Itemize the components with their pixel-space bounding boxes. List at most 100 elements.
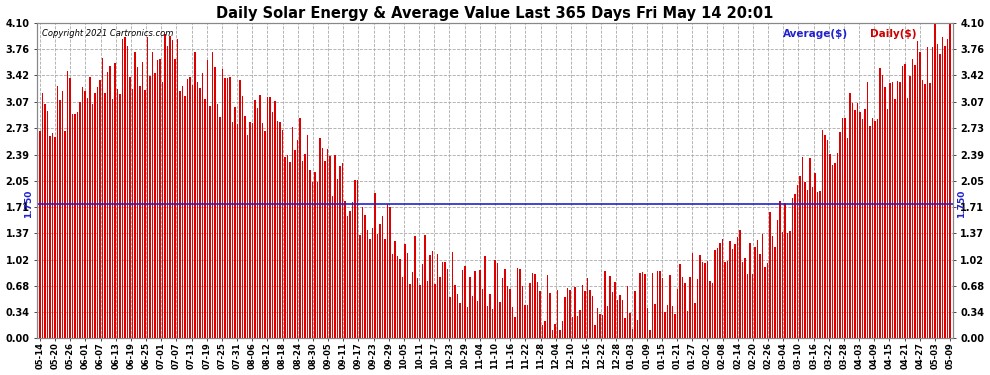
Bar [594,325,596,338]
Bar [504,270,506,338]
Bar [772,237,773,338]
Bar [767,263,768,338]
Bar [492,309,493,338]
Bar [944,46,945,338]
Bar [87,98,88,338]
Bar [289,162,291,338]
Bar [432,251,434,338]
Bar [392,254,393,338]
Bar [879,68,881,338]
Bar [810,158,811,338]
Bar [635,291,636,338]
Bar [397,256,398,338]
Bar [249,122,250,338]
Bar [779,201,781,338]
Bar [807,190,808,338]
Bar [925,84,926,338]
Bar [194,52,196,338]
Bar [247,135,248,338]
Bar [76,112,78,338]
Bar [802,157,803,338]
Bar [79,102,80,338]
Bar [114,63,116,338]
Bar [797,185,798,338]
Bar [912,59,914,338]
Bar [119,94,121,338]
Bar [176,39,178,338]
Bar [815,173,816,338]
Bar [620,295,621,338]
Bar [612,292,613,338]
Bar [735,244,736,338]
Bar [81,87,83,338]
Bar [142,62,143,338]
Bar [930,83,931,338]
Bar [546,275,548,338]
Bar [197,82,198,338]
Bar [689,277,691,338]
Bar [342,163,344,338]
Bar [792,198,793,338]
Text: 1.750: 1.750 [24,189,33,218]
Bar [699,255,701,338]
Bar [217,104,218,338]
Bar [129,76,131,338]
Bar [937,44,939,338]
Bar [107,72,108,338]
Bar [319,138,321,338]
Bar [61,91,63,338]
Bar [402,277,403,338]
Bar [617,300,618,338]
Bar [192,85,193,338]
Bar [637,320,639,338]
Bar [572,316,573,338]
Bar [109,66,111,338]
Bar [104,93,106,338]
Bar [351,202,353,338]
Bar [425,234,426,338]
Bar [102,58,103,338]
Bar [667,305,668,338]
Bar [646,308,648,338]
Bar [820,191,821,338]
Bar [520,269,521,338]
Bar [569,290,570,338]
Bar [584,291,586,338]
Bar [487,306,488,338]
Bar [687,310,688,338]
Bar [224,78,226,338]
Bar [459,303,460,338]
Text: Average($): Average($) [783,29,848,39]
Bar [274,101,275,338]
Bar [97,87,98,338]
Bar [869,126,871,338]
Bar [837,153,839,338]
Bar [509,289,511,338]
Bar [657,271,658,338]
Bar [697,279,698,338]
Bar [762,234,763,338]
Bar [905,63,906,338]
Bar [359,235,360,338]
Bar [749,243,750,338]
Bar [651,273,653,338]
Bar [654,304,655,338]
Bar [632,329,634,338]
Bar [630,313,631,338]
Bar [902,66,903,338]
Bar [725,262,726,338]
Bar [64,132,65,338]
Bar [412,272,413,338]
Bar [166,46,168,338]
Bar [662,278,663,338]
Bar [887,109,888,338]
Bar [99,80,101,338]
Bar [94,93,95,338]
Bar [574,287,576,338]
Bar [399,259,401,338]
Bar [377,234,378,338]
Bar [145,90,146,338]
Bar [40,131,41,338]
Bar [679,264,681,338]
Bar [694,303,696,338]
